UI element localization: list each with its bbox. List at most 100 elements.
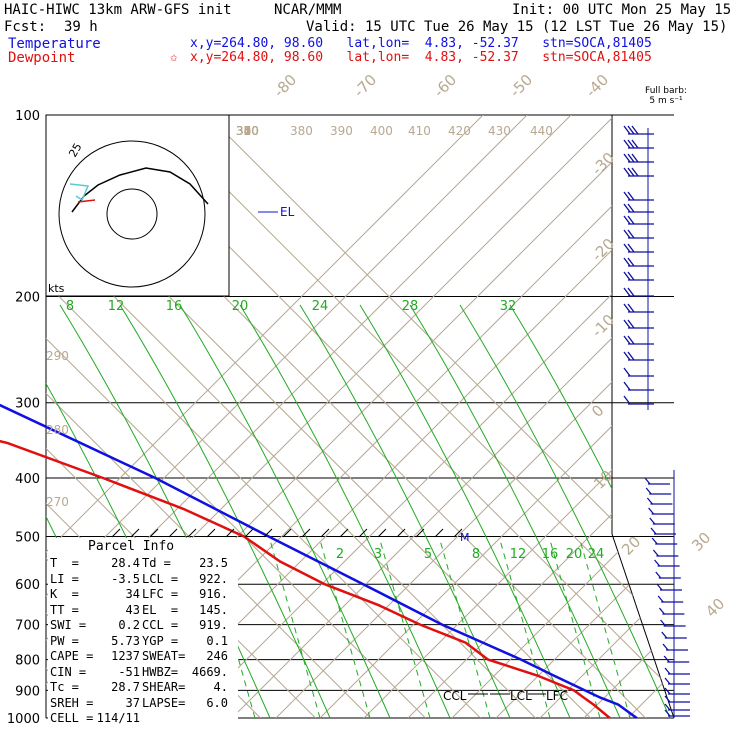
- dry-adiabat-line: [539, 115, 674, 718]
- isotherm-line: [46, 115, 536, 718]
- dry-adiabat-line: [46, 115, 528, 718]
- temperature-tick-label: -30: [588, 149, 618, 179]
- wind-barb-flag: [623, 243, 631, 253]
- mixing-ratio-label: 8: [472, 547, 480, 562]
- parcel-label-right: SWEAT=: [142, 649, 186, 663]
- wind-barb-flag: [627, 303, 635, 313]
- wind-barb-flag: [627, 139, 635, 149]
- parcel-value-right: 0.1: [206, 633, 228, 648]
- wind-barb-flag: [658, 607, 665, 615]
- wind-barb-flag: [664, 667, 671, 675]
- wind-barb-flag: [663, 655, 670, 663]
- lcl-label: LCL: [510, 689, 532, 703]
- parcel-info-row: SWI = 0.2 CCL = 919.: [48, 618, 238, 634]
- temperature-tick-label: -60: [430, 71, 460, 101]
- dry-adiabat-line: [583, 115, 674, 718]
- pressure-tick-label: 700: [15, 619, 40, 634]
- mixing-ratio-label: 16: [542, 547, 559, 562]
- wind-barb-flag: [627, 153, 635, 163]
- parcel-info-row: K = 34 LFC = 916.: [48, 587, 238, 603]
- mixing-ratio-curve: [119, 304, 331, 718]
- parcel-info-row: SREH = 37 LAPSE= 6.0: [48, 696, 238, 712]
- wind-barb-flag: [623, 125, 631, 135]
- parcel-value-right: 4669.: [191, 664, 228, 679]
- parcel-value-right: 919.: [199, 618, 228, 632]
- mixing-ratio-curve: [239, 304, 451, 718]
- barb-key-line1: Full barb:: [645, 86, 687, 96]
- theta-label: 320: [236, 124, 259, 138]
- mixing-ratio-dashed: [379, 539, 431, 718]
- wind-barb-flag: [657, 595, 664, 603]
- parcel-label-left: CELL =: [50, 711, 94, 725]
- hatch-mark: [282, 528, 292, 538]
- mixing-ratio-curve: [299, 304, 511, 718]
- hodograph-trace: [71, 167, 209, 213]
- parcel-value-right: 23.5: [199, 556, 228, 570]
- temperature-tick-label: -40: [582, 71, 612, 101]
- theta-label: 270: [46, 495, 69, 509]
- parcel-info-row: T = 28.4 Td = 23.5: [48, 556, 238, 572]
- wind-barb-flag: [627, 215, 635, 225]
- parcel-label-right: CCL =: [142, 618, 179, 632]
- hatch-mark: [130, 528, 140, 538]
- dry-adiabat-line: [495, 115, 674, 718]
- theta-label: 430: [488, 124, 511, 138]
- dewpoint-legend: Dewpoint: [8, 50, 76, 66]
- parcel-label-left: K =: [50, 587, 79, 601]
- parcel-label-left: CAPE =: [50, 649, 94, 663]
- dry-adiabat-line: [627, 115, 674, 718]
- wind-barb-flag: [652, 549, 659, 557]
- parcel-label-left: PW =: [50, 633, 79, 648]
- parcel-info-row: LI = -3.5 LCL = 922.: [48, 572, 238, 588]
- parcel-label-right: LCL =: [142, 571, 179, 586]
- temperature-tick-label: -50: [506, 71, 536, 101]
- theta-label: 340: [236, 124, 259, 138]
- pressure-tick-label: 800: [15, 654, 40, 669]
- wind-barb-flag: [623, 351, 631, 361]
- temperature-tick-label: -10: [588, 311, 618, 341]
- theta-label: 370: [236, 124, 259, 138]
- theta-label: 360: [236, 124, 259, 138]
- hatch-mark: [358, 528, 368, 538]
- wind-barb-flag: [623, 395, 631, 405]
- theta-label: 300: [236, 124, 259, 138]
- mixing-ratio-label: 24: [312, 299, 329, 314]
- barb-key-line2: 5 m s⁻¹: [649, 96, 683, 106]
- dry-adiabat-line: [231, 115, 674, 718]
- pressure-tick-label: 1000: [7, 712, 40, 727]
- parcel-value-left: 1237: [111, 649, 140, 663]
- m-label: M: [460, 531, 470, 544]
- dry-adiabat-line: [275, 115, 674, 718]
- mixing-ratio-dashed: [579, 539, 631, 718]
- temperature-legend: Temperature: [8, 36, 101, 52]
- wind-barb-flag: [655, 571, 662, 579]
- mixing-ratio-curve: [59, 304, 271, 718]
- parcel-value-right: 4.: [213, 680, 228, 694]
- parcel-value-left: 28.7: [111, 680, 140, 694]
- theta-label: 380: [290, 124, 313, 138]
- hatch-mark: [453, 528, 463, 538]
- dry-adiabat-line: [451, 115, 674, 718]
- hodograph-motion: [77, 199, 96, 203]
- wind-barb-flag: [623, 271, 631, 281]
- org-title: NCAR/MMM: [274, 2, 342, 18]
- parcel-label-right: EL =: [142, 602, 179, 617]
- mixing-ratio-label: 12: [108, 299, 125, 314]
- mixing-ratio-label: 20: [232, 299, 249, 314]
- theta-label: 330: [236, 124, 259, 138]
- fcst-label: Fcst:: [4, 19, 47, 35]
- parcel-label-right: LAPSE=: [142, 695, 186, 710]
- mixing-ratio-label: 32: [500, 299, 517, 314]
- hatch-mark: [320, 528, 330, 538]
- wind-barb-flag: [623, 303, 631, 313]
- parcel-value-left: -3.5: [111, 571, 140, 586]
- wind-barb-flag: [664, 709, 671, 717]
- wind-barb-flag: [623, 381, 631, 391]
- mixing-ratio-label: 2: [336, 547, 344, 562]
- theta-label: 390: [330, 124, 353, 138]
- wind-barb-flag: [623, 167, 631, 177]
- wind-barb-flag: [661, 631, 668, 639]
- theta-label: 440: [530, 124, 553, 138]
- hatch-mark: [396, 528, 406, 538]
- mixing-ratio-label: 8: [66, 299, 74, 314]
